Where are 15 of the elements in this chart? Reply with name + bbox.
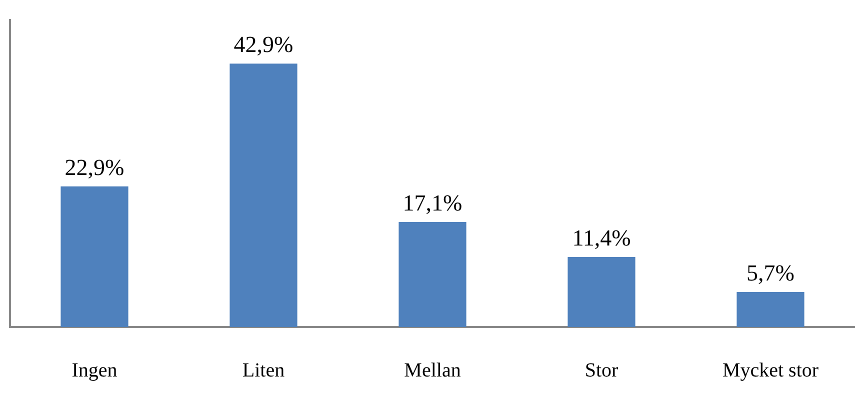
x-tick-label: Mycket stor [722,359,819,382]
bar [568,257,636,327]
data-label: 42,9% [234,32,294,58]
bar [230,64,298,327]
data-label: 11,4% [572,226,631,251]
x-tick-label: Mellan [404,359,461,382]
data-label: 22,9% [64,154,124,180]
bar [60,186,128,327]
x-tick-label: Liten [242,359,285,382]
bar [736,292,804,327]
x-tick-label: Ingen [72,359,118,382]
data-label: 17,1% [402,190,462,216]
x-tick-label: Stor [584,359,619,382]
bar [398,222,466,327]
data-label: 5,7% [746,260,794,286]
